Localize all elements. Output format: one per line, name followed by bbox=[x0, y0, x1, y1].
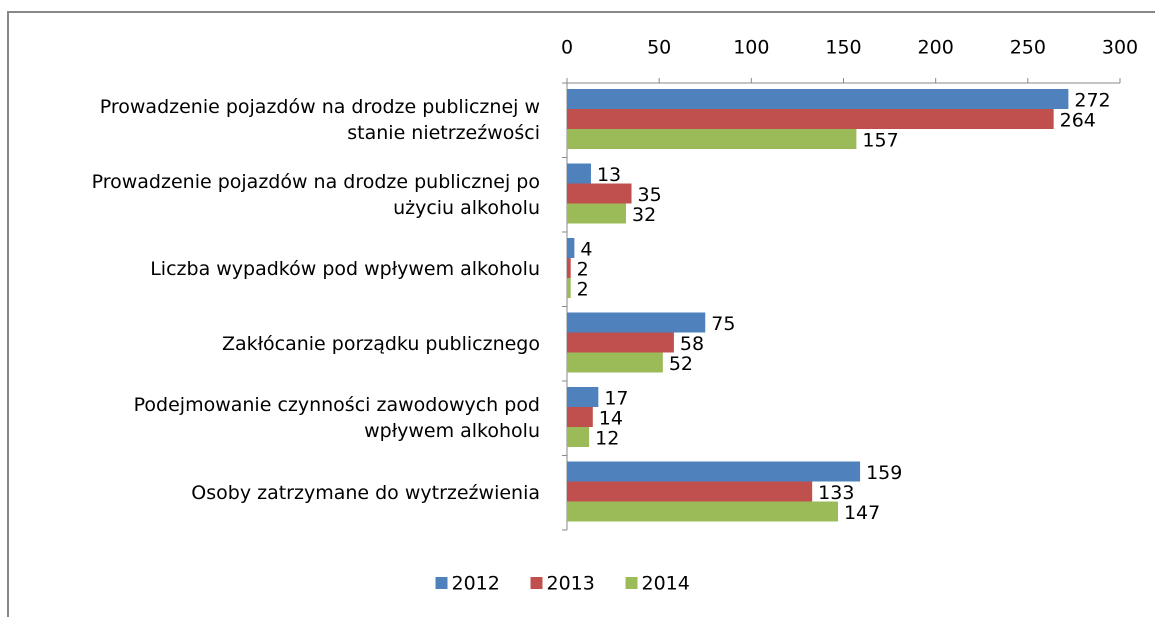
bar bbox=[567, 238, 575, 258]
category-label: Zakłócanie porządku publicznego bbox=[221, 332, 540, 355]
legend-label: 2013 bbox=[547, 573, 595, 595]
bar bbox=[567, 183, 632, 204]
category-label: Osoby zatrzymane do wytrzeźwienia bbox=[191, 481, 540, 504]
bar bbox=[567, 109, 1054, 129]
x-tick-label: 50 bbox=[647, 37, 671, 59]
x-tick-label: 100 bbox=[733, 37, 769, 59]
x-tick-label: 300 bbox=[1102, 37, 1138, 59]
data-label: 147 bbox=[844, 502, 880, 524]
bar bbox=[567, 461, 861, 482]
bar bbox=[567, 481, 813, 502]
legend-swatch bbox=[625, 577, 638, 589]
data-label: 58 bbox=[680, 333, 704, 355]
x-tick-label: 0 bbox=[561, 37, 573, 59]
category-label: Prowadzenie pojazdów na drodze publiczne… bbox=[91, 170, 540, 219]
bar bbox=[567, 258, 571, 278]
bar bbox=[567, 407, 593, 427]
data-label: 133 bbox=[818, 482, 854, 504]
legend-swatch bbox=[435, 577, 448, 589]
data-label: 35 bbox=[638, 184, 662, 206]
data-label: 52 bbox=[669, 353, 693, 375]
bar bbox=[567, 163, 591, 184]
data-label: 2 bbox=[577, 279, 589, 301]
data-label: 75 bbox=[711, 313, 735, 335]
x-tick-label: 200 bbox=[918, 37, 954, 59]
frame bbox=[7, 11, 1155, 617]
category-label: Podejmowanie czynności zawodowych pod wp… bbox=[133, 394, 540, 443]
x-tick-label: 250 bbox=[1010, 37, 1046, 59]
bar bbox=[567, 129, 857, 149]
data-label: 13 bbox=[597, 164, 621, 186]
data-label: 2 bbox=[577, 259, 589, 281]
bar bbox=[567, 203, 626, 224]
bar bbox=[567, 352, 663, 373]
bar bbox=[567, 332, 674, 353]
data-label: 159 bbox=[866, 462, 902, 484]
bar bbox=[567, 89, 1069, 109]
data-label: 32 bbox=[632, 204, 656, 226]
bar bbox=[567, 312, 706, 333]
data-label: 272 bbox=[1074, 90, 1110, 112]
legend-swatch bbox=[530, 577, 543, 589]
data-label: 157 bbox=[862, 130, 898, 152]
category-label: Prowadzenie pojazdów na drodze publiczne… bbox=[99, 96, 540, 145]
legend-label: 2012 bbox=[452, 573, 500, 595]
data-label: 12 bbox=[595, 428, 619, 450]
bar bbox=[567, 278, 571, 298]
bar bbox=[567, 501, 838, 522]
legend-label: 2014 bbox=[642, 573, 690, 595]
category-label: Liczba wypadków pod wpływem alkoholu bbox=[150, 258, 540, 281]
data-label: 17 bbox=[604, 388, 628, 410]
bar bbox=[567, 427, 590, 447]
bar bbox=[567, 387, 599, 407]
x-tick-label: 150 bbox=[825, 37, 861, 59]
data-label: 264 bbox=[1060, 110, 1096, 132]
data-label: 14 bbox=[599, 408, 623, 430]
data-label: 4 bbox=[580, 239, 592, 261]
